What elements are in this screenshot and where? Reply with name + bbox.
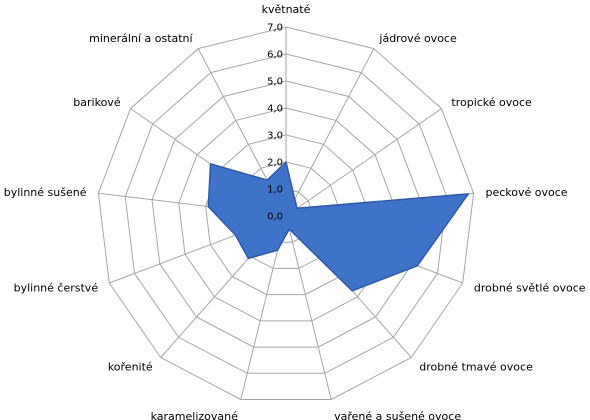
tick-label-4: 4,0 [267, 104, 283, 115]
grid [97, 26, 475, 400]
category-label-3: peckové ovoce [486, 186, 568, 199]
tick-label-5: 5,0 [267, 77, 283, 88]
category-labels: květnaté jádrové ovoce tropické ovoce pecko… [4, 3, 586, 420]
spoke-1 [285, 48, 375, 217]
grid-ring-6 [124, 53, 448, 374]
grid-ring-7 [97, 26, 475, 400]
tick-label-1: 1,0 [267, 185, 283, 196]
grid-ring-4 [178, 107, 394, 322]
tick-label-6: 6,0 [267, 50, 283, 61]
category-label-4: drobné světlé ovoce [474, 281, 586, 294]
tick-label-2: 2,0 [267, 158, 283, 169]
category-label-9: bylinné čerstvé [14, 281, 99, 294]
category-label-1: jádrové ovoce [378, 32, 457, 45]
category-label-7: karamelizované [151, 410, 239, 420]
category-label-11: barikové [73, 96, 121, 109]
category-label-6: vařené a sušené ovoce [334, 410, 461, 420]
category-label-2: tropické ovoce [451, 96, 532, 109]
radial-tick-labels: 0,0 1,0 2,0 3,0 4,0 5,0 6,0 7,0 [267, 23, 283, 223]
category-label-12: minerální a ostatní [89, 32, 193, 45]
spoke-6 [285, 215, 332, 400]
tick-label-7: 7,0 [267, 23, 283, 34]
category-label-10: bylinné sušené [4, 186, 87, 199]
tick-label-3: 3,0 [267, 131, 283, 142]
category-label-5: drobné tmavé ovoce [419, 361, 533, 374]
series-0-area [207, 161, 470, 292]
spoke-2 [285, 108, 442, 217]
grid-ring-5 [151, 80, 421, 348]
category-label-0: květnaté [262, 3, 311, 16]
series-area [207, 161, 470, 292]
tick-label-0: 0,0 [267, 212, 283, 223]
category-label-8: kořenité [108, 361, 153, 374]
